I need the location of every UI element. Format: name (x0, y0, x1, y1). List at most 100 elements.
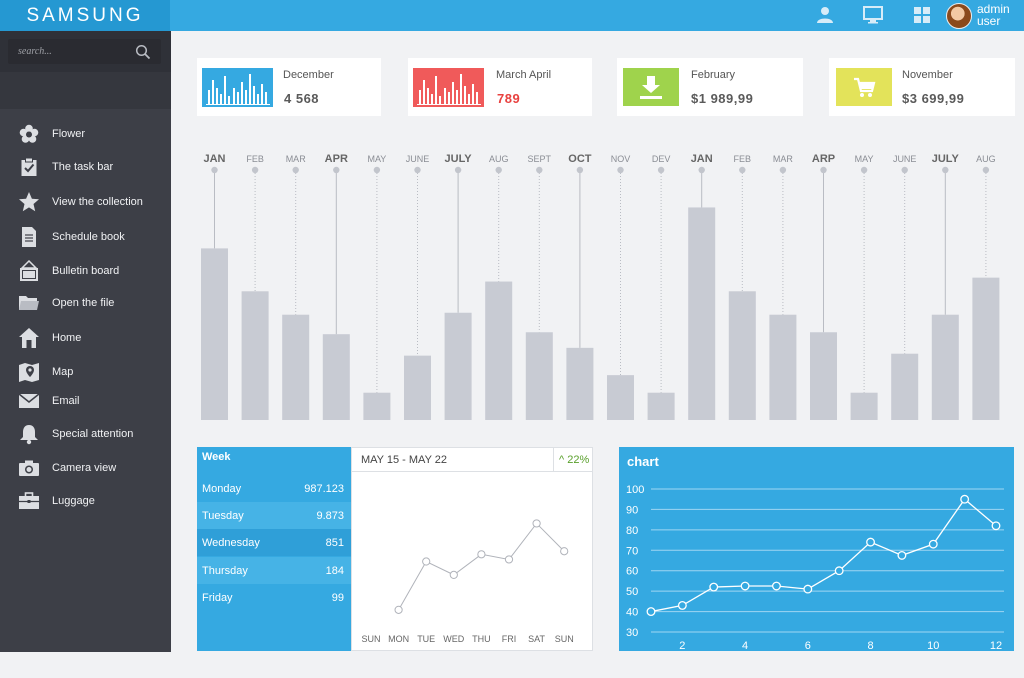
week-row-friday[interactable]: Friday 99 (197, 584, 351, 611)
right-line-chart-panel: chart 30 40 50 60 70 80 90 100 2 4 6 8 10 12 (619, 447, 1014, 651)
x-tick-label: WED (443, 634, 464, 644)
sidebar-item-bulletin[interactable]: Bulletin board (0, 257, 171, 285)
x-tick-label: MAY (367, 154, 386, 164)
sidebar-item-collection[interactable]: View the collection (0, 188, 171, 216)
star-icon (18, 191, 40, 213)
search-icon[interactable] (135, 44, 151, 60)
sidebar-item-label: Map (52, 366, 74, 378)
week-row-thursday[interactable]: Thursday 184 (197, 557, 351, 584)
bar (201, 248, 228, 420)
user-icon[interactable] (815, 6, 835, 24)
bar (485, 281, 513, 420)
camera-icon (18, 457, 40, 479)
x-tick-label: JULY (932, 153, 960, 165)
y-tick-label: 30 (626, 627, 638, 639)
sidebar-item-label: Schedule book (52, 231, 125, 243)
sidebar-item-task-bar[interactable]: The task bar (0, 153, 171, 181)
data-point (803, 584, 813, 594)
x-tick-label: THU (472, 634, 491, 644)
x-tick-label: 12 (990, 640, 1002, 651)
stat-card-february[interactable]: February $1 989,99 (617, 58, 803, 116)
x-tick-label: 6 (805, 640, 811, 651)
card-title: February (691, 69, 736, 81)
week-row-monday[interactable]: Monday 987.123 (197, 475, 351, 502)
stat-card-november[interactable]: November $3 699,99 (829, 58, 1015, 116)
x-tick-label: NOV (611, 154, 631, 164)
card-value: $1 989,99 (691, 91, 754, 106)
bar-dot (982, 166, 990, 174)
sidebar-item-luggage[interactable]: Luggage (0, 487, 171, 515)
week-panel: Week Monday 987.123 Tuesday 9.873 Wednesda… (197, 447, 351, 651)
x-tick-label: JUNE (406, 154, 430, 164)
sidebar-item-map[interactable]: Map (0, 358, 171, 386)
y-tick-label: 70 (626, 545, 638, 557)
week-value: 9.873 (316, 510, 344, 522)
y-tick-label: 50 (626, 586, 638, 598)
sidebar-item-label: The task bar (52, 161, 114, 173)
avatar[interactable] (946, 3, 972, 29)
bar (688, 207, 716, 420)
folder-icon (18, 292, 40, 314)
bar (769, 314, 797, 420)
sidebar-item-home[interactable]: Home (0, 324, 171, 352)
x-tick-label: SUN (555, 634, 574, 644)
x-tick-label: OCT (568, 153, 592, 165)
data-point (866, 537, 875, 547)
x-tick-label: SUN (361, 634, 380, 644)
data-point (960, 494, 970, 504)
user-name[interactable]: admin user (977, 2, 1010, 28)
home-icon (18, 327, 40, 349)
sidebar-item-label: View the collection (52, 196, 143, 208)
sidebar-item-open-file[interactable]: Open the file (0, 289, 171, 317)
flower-icon (18, 123, 40, 145)
bar-dot (211, 166, 218, 174)
bar-dot (779, 166, 787, 174)
data-point (422, 557, 431, 566)
grid-icon[interactable] (912, 6, 932, 24)
y-tick-label: 40 (626, 607, 638, 619)
card-value: 789 (497, 91, 521, 106)
x-tick-label: SAT (528, 634, 545, 644)
search-input[interactable] (18, 43, 128, 60)
sidebar-item-flower[interactable]: Flower (0, 120, 171, 148)
data-point (532, 519, 541, 528)
week-row-wednesday[interactable]: Wednesday 851 (197, 529, 351, 556)
x-tick-label: AUG (976, 154, 996, 164)
sidebar-item-camera[interactable]: Camera view (0, 454, 171, 482)
briefcase-icon (18, 490, 40, 512)
monitor-icon[interactable] (863, 6, 883, 24)
sidebar-item-attention[interactable]: Special attention (0, 420, 171, 448)
data-point (504, 555, 514, 564)
bar (322, 334, 350, 420)
bar (363, 392, 391, 420)
stat-card-december[interactable]: December 4 568 (197, 58, 381, 116)
card-value: 4 568 (284, 91, 320, 106)
bar-dot (333, 166, 340, 174)
logo[interactable]: SAMSUNG (0, 0, 170, 31)
stat-card-march-april[interactable]: March April 789 (408, 58, 592, 116)
bar-dot (942, 166, 949, 174)
document-icon (18, 226, 40, 248)
data-point (740, 581, 750, 591)
sidebar-item-email[interactable]: Email (0, 387, 171, 415)
x-tick-label: JAN (691, 153, 713, 165)
bar-dot (860, 166, 868, 174)
series-line (398, 522, 565, 611)
sidebar-item-label: Camera view (52, 462, 117, 474)
bar-dot (820, 166, 827, 174)
week-row-tuesday[interactable]: Tuesday 9.873 (197, 502, 351, 529)
bar (241, 291, 269, 420)
sidebar-item-label: Special attention (52, 428, 134, 440)
bar (850, 392, 878, 420)
x-tick-label: 4 (742, 640, 748, 651)
bar (931, 314, 959, 420)
data-point (928, 539, 938, 549)
week-day: Thursday (202, 565, 248, 577)
bar-dot (495, 166, 502, 174)
search-bar (0, 31, 171, 72)
x-tick-label: JUNE (893, 154, 917, 164)
bar (810, 332, 837, 420)
sidebar-band (0, 72, 171, 109)
sidebar-item-label: Email (52, 395, 80, 407)
sidebar-item-schedule[interactable]: Schedule book (0, 223, 171, 251)
